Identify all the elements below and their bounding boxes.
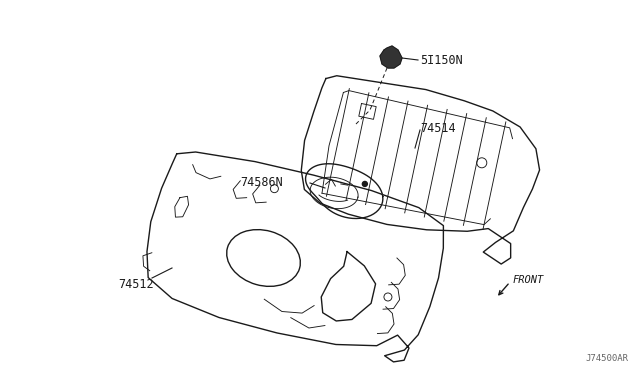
Text: FRONT: FRONT	[513, 275, 544, 285]
Text: 74586N: 74586N	[240, 176, 283, 189]
Circle shape	[362, 182, 367, 186]
Polygon shape	[380, 46, 402, 68]
Text: 5I150N: 5I150N	[420, 54, 463, 67]
Text: J74500AR: J74500AR	[585, 354, 628, 363]
Text: 74512: 74512	[118, 278, 154, 291]
Text: 74514: 74514	[420, 122, 456, 135]
